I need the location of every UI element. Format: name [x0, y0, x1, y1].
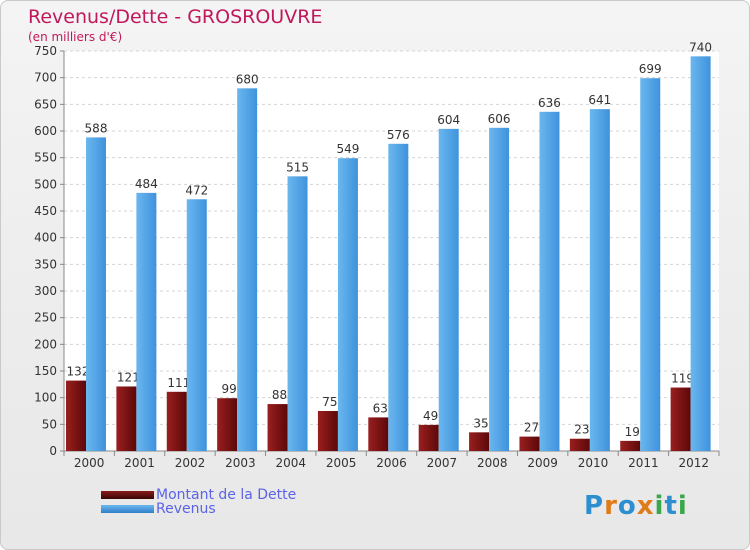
x-tick-label: 2011 — [628, 456, 659, 470]
y-tick-label: 200 — [34, 337, 57, 351]
x-tick-label: 2006 — [376, 456, 407, 470]
data-label-dette: 119 — [671, 372, 694, 386]
x-tick-label: 2008 — [477, 456, 508, 470]
y-tick-label: 700 — [34, 71, 57, 85]
data-label-revenus: 549 — [336, 142, 359, 156]
data-label-revenus: 680 — [236, 72, 259, 86]
data-label-dette: 63 — [373, 401, 388, 415]
y-tick-label: 150 — [34, 364, 57, 378]
bar-dette — [217, 398, 238, 451]
bar-dette — [519, 436, 540, 451]
data-label-revenus: 606 — [488, 112, 511, 126]
chart-title: Revenus/Dette - GROSROUVRE — [28, 6, 323, 28]
data-label-revenus: 484 — [135, 177, 158, 191]
data-label-revenus: 576 — [387, 128, 410, 142]
bar-dette — [116, 386, 137, 451]
x-tick-label: 2000 — [74, 456, 105, 470]
y-tick-label: 0 — [49, 444, 57, 458]
legend-label-revenus: Revenus — [156, 501, 216, 517]
x-tick-label: 2009 — [527, 456, 558, 470]
y-tick-label: 450 — [34, 204, 57, 218]
data-label-dette: 19 — [625, 425, 640, 439]
data-label-dette: 132 — [67, 365, 90, 379]
data-label-dette: 35 — [473, 416, 488, 430]
y-tick-label: 350 — [34, 257, 57, 271]
data-label-dette: 23 — [574, 423, 589, 437]
bar-dette — [368, 417, 389, 451]
bar-dette — [418, 424, 439, 451]
bar-dette — [317, 411, 338, 451]
bar-revenus — [237, 88, 258, 451]
data-label-revenus: 588 — [85, 121, 108, 135]
bar-dette — [670, 387, 691, 451]
logo-letter: x — [636, 491, 655, 521]
bar-revenus — [186, 199, 207, 451]
chart-subtitle: (en milliers d'€) — [28, 30, 123, 44]
y-tick-label: 400 — [34, 231, 57, 245]
logo-letter: o — [617, 491, 637, 521]
y-tick-label: 550 — [34, 151, 57, 165]
y-tick-label: 650 — [34, 97, 57, 111]
y-tick-label: 500 — [34, 177, 57, 191]
data-label-revenus: 699 — [639, 62, 662, 76]
y-tick-label: 100 — [34, 391, 57, 405]
logo-letter: r — [604, 491, 618, 521]
legend-item-dette: Montant de la Dette — [101, 487, 296, 503]
bar-dette — [469, 432, 490, 451]
x-tick-label: 2012 — [679, 456, 710, 470]
x-tick-label: 2005 — [326, 456, 357, 470]
bar-dette — [620, 440, 641, 451]
data-label-dette: 121 — [117, 370, 140, 384]
y-tick-label: 50 — [42, 417, 57, 431]
bar-dette — [166, 391, 187, 451]
bar-revenus — [136, 192, 157, 451]
x-tick-label: 2003 — [225, 456, 256, 470]
x-tick-label: 2010 — [578, 456, 609, 470]
bar-dette — [569, 438, 590, 451]
data-label-revenus: 636 — [538, 96, 561, 110]
x-tick-label: 2002 — [175, 456, 206, 470]
data-label-revenus: 472 — [185, 183, 208, 197]
proxiti-logo: Proxiti — [584, 491, 688, 521]
bar-revenus — [388, 143, 409, 452]
data-label-dette: 27 — [524, 421, 539, 435]
logo-letter: P — [584, 491, 605, 521]
bar-revenus — [489, 127, 510, 452]
bar-revenus — [86, 137, 106, 451]
data-label-revenus: 740 — [689, 40, 712, 54]
x-tick-label: 2004 — [275, 456, 306, 470]
bar-revenus — [640, 78, 661, 451]
bar-revenus — [539, 111, 560, 452]
data-label-revenus: 515 — [286, 160, 309, 174]
data-label-revenus: 641 — [588, 93, 611, 107]
data-label-dette: 111 — [167, 376, 190, 390]
y-tick-label: 300 — [34, 284, 57, 298]
legend-label-dette: Montant de la Dette — [156, 487, 297, 503]
bar-revenus — [287, 176, 308, 452]
bar-dette — [66, 380, 86, 451]
data-label-dette: 49 — [423, 409, 438, 423]
x-tick-label: 2007 — [427, 456, 458, 470]
bar-revenus — [337, 158, 358, 451]
bar-revenus — [690, 56, 711, 451]
logo-letter: t — [664, 491, 678, 521]
legend-swatch-revenus — [101, 505, 154, 513]
bar-revenus — [589, 109, 610, 451]
bar-revenus — [438, 128, 459, 451]
y-tick-label: 250 — [34, 311, 57, 325]
logo-letter: i — [654, 491, 665, 521]
logo-letter: i — [677, 491, 688, 521]
legend-item-revenus: Revenus — [101, 501, 216, 517]
data-label-dette: 88 — [272, 388, 287, 402]
y-tick-label: 600 — [34, 124, 57, 138]
data-label-revenus: 604 — [437, 113, 460, 127]
data-label-dette: 99 — [222, 382, 237, 396]
x-tick-label: 2001 — [124, 456, 155, 470]
legend-swatch-dette — [101, 491, 154, 499]
data-label-dette: 75 — [322, 395, 337, 409]
y-tick-label: 750 — [34, 44, 57, 58]
bar-dette — [267, 404, 288, 451]
